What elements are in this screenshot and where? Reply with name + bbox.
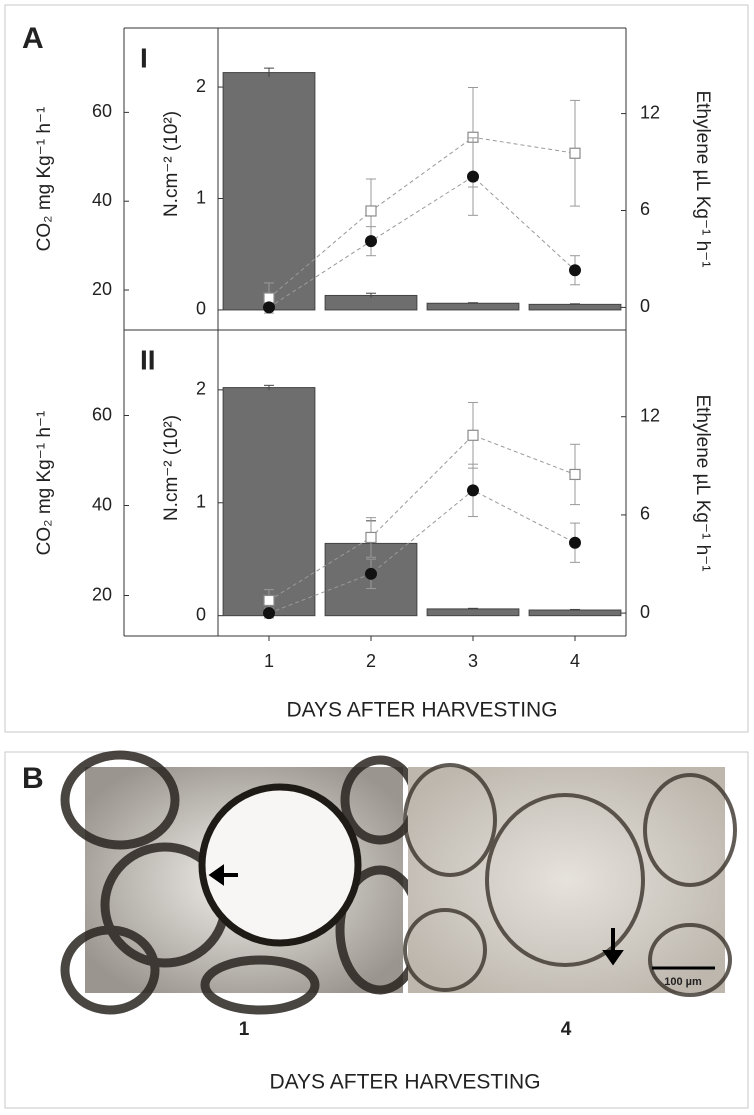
y3-axis-label: N.cm⁻² (10²) (161, 111, 182, 217)
tick-label: 60 (92, 101, 112, 121)
bar (528, 609, 622, 617)
marker-circle (365, 235, 377, 248)
marker-circle (263, 607, 275, 620)
tick-label: 20 (92, 279, 112, 299)
y-axis-label: CO₂ mg Kg⁻¹ h⁻¹ (34, 411, 55, 556)
tick-label: 1 (196, 187, 206, 207)
tick-label: 60 (92, 404, 112, 424)
bar (426, 302, 520, 311)
micrograph-1 (60, 750, 425, 1015)
marker-square (263, 594, 275, 607)
y2-axis-label: Ethylene µL Kg⁻¹ h⁻¹ (692, 90, 713, 267)
tick-label: 40 (92, 190, 112, 210)
tick-label: 1 (196, 492, 206, 512)
tick-label: 2 (196, 76, 206, 96)
line (268, 489, 576, 614)
tick-label: 0 (196, 604, 206, 624)
y3-axis-label: N.cm⁻² (10²) (161, 415, 182, 521)
panel-label: B (22, 762, 44, 795)
bar (222, 72, 316, 311)
tick-label: 6 (640, 199, 650, 219)
marker-square (365, 531, 377, 544)
panel-a-frame (4, 4, 749, 733)
line (268, 434, 576, 601)
x-tick-label: 3 (468, 651, 478, 671)
panel-b-frame (4, 751, 749, 1109)
marker-square (467, 429, 479, 441)
scale-bar-label: 100 µm (664, 976, 702, 988)
tick-label: 6 (640, 504, 650, 524)
tick-label: 2 (196, 379, 206, 399)
micrograph-4 (403, 763, 737, 997)
line (268, 175, 576, 308)
bar (426, 608, 520, 617)
line (268, 136, 576, 299)
marker-square (569, 468, 581, 481)
marker-circle (569, 536, 581, 549)
y2-axis-label: Ethylene µL Kg⁻¹ h⁻¹ (692, 394, 713, 571)
x-tick-label: 1 (264, 651, 274, 671)
tick-label: 0 (640, 296, 650, 316)
tick-label: 0 (640, 602, 650, 622)
tick-label: 12 (640, 102, 660, 122)
tick-label: 12 (640, 405, 660, 425)
bar (528, 303, 622, 311)
panel-title: I (140, 42, 148, 73)
x-axis-label: DAYS AFTER HARVESTING (286, 699, 557, 722)
x-axis-label: DAYS AFTER HARVESTING (269, 1071, 540, 1094)
image-label: 1 (239, 1019, 250, 1040)
tick-label: 0 (196, 299, 206, 319)
y-axis-label: CO₂ mg Kg⁻¹ h⁻¹ (34, 107, 55, 252)
marker-square (365, 205, 377, 217)
x-tick-label: 2 (366, 651, 376, 671)
panel-title: II (140, 344, 156, 375)
marker-square (569, 147, 581, 159)
image-label: 4 (561, 1019, 572, 1040)
tick-label: 40 (92, 494, 112, 514)
bar (222, 387, 316, 617)
panel-label: A (22, 22, 44, 55)
x-tick-label: 4 (570, 651, 580, 671)
marker-circle (569, 264, 581, 277)
marker-circle (365, 567, 377, 580)
tick-label: 20 (92, 584, 112, 604)
marker-circle (467, 484, 479, 497)
marker-circle (467, 170, 479, 183)
marker-circle (263, 301, 275, 314)
